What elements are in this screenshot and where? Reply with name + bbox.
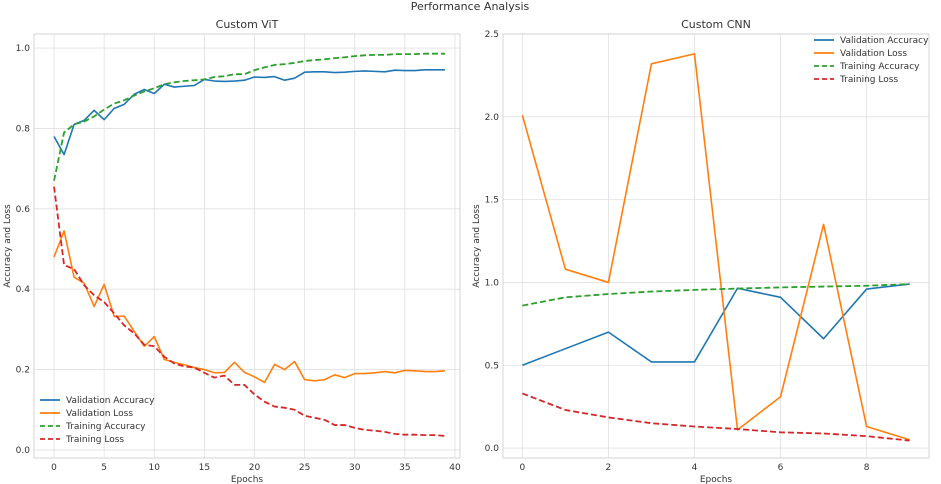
- chart-1-x-tick-label: 0: [519, 463, 525, 473]
- chart-0-x-tick-label: 15: [199, 463, 210, 473]
- chart-1-legend-label: Training Loss: [839, 75, 898, 85]
- chart-0-y-tick-label: 0.0: [16, 446, 31, 456]
- chart-0-y-tick-label: 0.4: [16, 285, 31, 295]
- chart-1-y-axis-label: Accuracy and Loss: [472, 204, 482, 288]
- chart-1-legend-label: Validation Loss: [840, 49, 907, 59]
- chart-1-y-tick-label: 1.5: [485, 196, 499, 206]
- chart-1-x-axis-label: Epochs: [700, 475, 733, 484]
- chart-0-x-axis-label: Epochs: [231, 475, 264, 484]
- chart-1-legend-label: Validation Accuracy: [840, 36, 929, 46]
- chart-1-y-tick-label: 1.0: [485, 278, 500, 288]
- chart-0-series-validation-loss-line: [53, 230, 446, 384]
- chart-0-legend-label: Validation Loss: [66, 409, 133, 419]
- chart-0-y-tick-label: 0.2: [16, 366, 30, 376]
- chart-1-y-tick-label: 0.0: [485, 444, 500, 454]
- chart-0-series-validation-accuracy-line: [53, 68, 445, 156]
- vit-chart-panel: 0 5 10 15 20 25 30 35 40 0.0 0.2 0.4 0.6 0.8 1.0 Custom…: [3, 18, 461, 484]
- chart-0-x-tick-label: 10: [149, 463, 161, 473]
- chart-1-x-tick-label: 8: [864, 463, 870, 473]
- chart-1-series-training-accuracy-line: [522, 283, 910, 307]
- chart-1-x-tick-label: 6: [778, 463, 784, 473]
- chart-0-y-tick-label: 0.8: [16, 124, 31, 134]
- chart-1-legend-label: Training Accuracy: [839, 62, 920, 72]
- chart-1-x-tick-label: 4: [692, 463, 698, 473]
- chart-0-x-tick-label: 40: [449, 463, 461, 473]
- figure-suptitle: Performance Analysis: [411, 0, 530, 13]
- chart-0-y-tick-label: 1.0: [16, 44, 31, 54]
- chart-1-series-training-loss-line: [522, 392, 910, 442]
- chart-0-legend: Validation Accuracy Validation Loss Traini…: [40, 396, 155, 445]
- chart-0-x-tick-label: 30: [349, 463, 361, 473]
- chart-0-axes-frame: [33, 33, 461, 459]
- chart-0-x-tick-label: 0: [51, 463, 57, 473]
- chart-1-series-validation-accuracy-line: [522, 283, 910, 366]
- chart-0-legend-label: Validation Accuracy: [66, 396, 155, 406]
- chart-0-x-tick-label: 35: [399, 463, 410, 473]
- chart-0-title: Custom ViT: [216, 18, 279, 31]
- chart-0-plot-area: [34, 34, 460, 458]
- chart-0-x-tick-label: 20: [249, 463, 261, 473]
- chart-0-series-training-loss-line: [53, 186, 446, 437]
- chart-0-x-tick-label: 25: [299, 463, 310, 473]
- chart-0-legend-label: Training Accuracy: [65, 422, 146, 432]
- chart-0-x-tick-label: 5: [101, 463, 107, 473]
- chart-1-series-validation-loss-line: [521, 53, 910, 441]
- chart-1-title: Custom CNN: [681, 18, 751, 31]
- chart-1-axes-frame: [502, 33, 930, 459]
- chart-1-legend: Validation Accuracy Validation Loss Traini…: [814, 36, 929, 85]
- chart-0-y-axis-label: Accuracy and Loss: [3, 204, 13, 288]
- chart-1-y-tick-label: 0.5: [485, 361, 499, 371]
- chart-0-legend-label: Training Loss: [65, 435, 124, 445]
- chart-1-x-tick-label: 2: [606, 463, 612, 473]
- chart-0-series-training-accuracy-line: [53, 52, 445, 181]
- chart-1-y-tick-label: 2.0: [485, 113, 500, 123]
- chart-0-y-tick-label: 0.6: [16, 205, 31, 215]
- chart-1-y-tick-label: 2.5: [485, 30, 499, 40]
- cnn-chart-panel: 0 2 4 6 8 0.0 0.5 1.0 1.5 2.0 2.5 Custom CNN Epochs A…: [472, 18, 930, 484]
